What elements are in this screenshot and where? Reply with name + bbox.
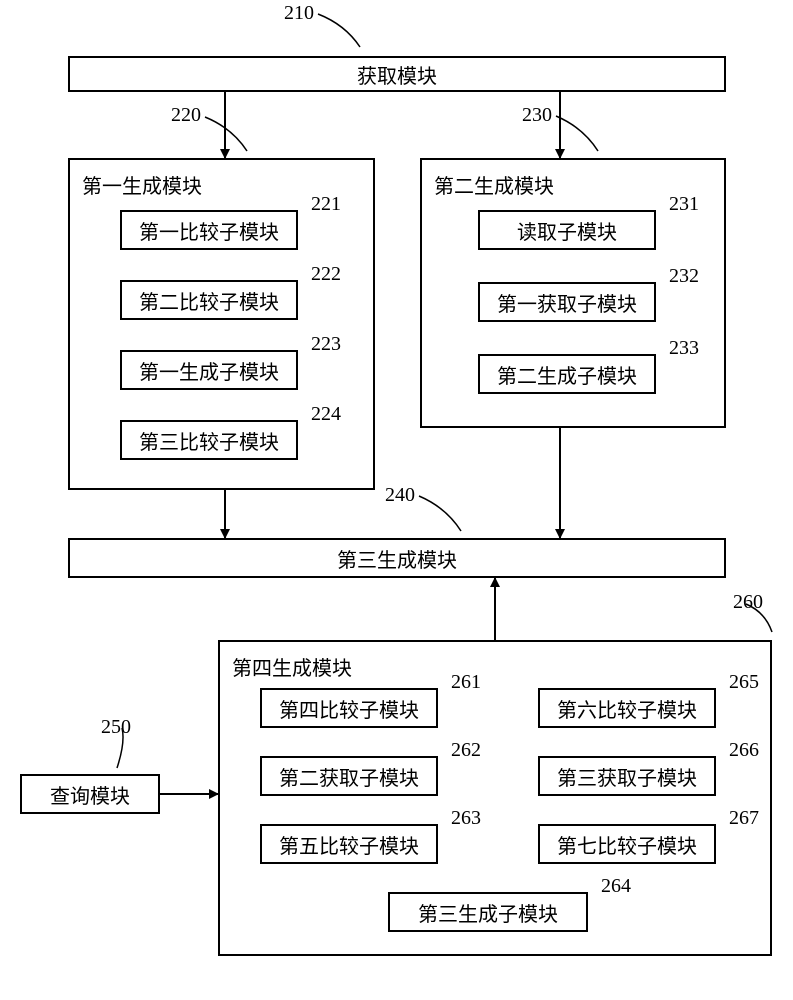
container-title: 第四生成模块: [232, 652, 352, 681]
acquire-module: 获取模块: [68, 56, 726, 92]
third-gen-sub: 第三生成子模块: [388, 892, 588, 932]
second-gen-sub: 第二生成子模块: [478, 354, 656, 394]
ref-number: 264: [601, 875, 631, 898]
label: 第三比较子模块: [139, 426, 279, 455]
label: 第五比较子模块: [279, 830, 419, 859]
ref-number: 261: [451, 671, 481, 694]
ref-number: 231: [669, 193, 699, 216]
container-title: 第二生成模块: [434, 170, 554, 199]
sixth-compare-sub: 第六比较子模块: [538, 688, 716, 728]
ref-number: 266: [729, 739, 759, 762]
ref-number: 230: [522, 104, 552, 127]
ref-number: 223: [311, 333, 341, 356]
third-compare-sub: 第三比较子模块: [120, 420, 298, 460]
label: 第三获取子模块: [557, 762, 697, 791]
ref-number: 224: [311, 403, 341, 426]
label: 读取子模块: [517, 216, 617, 245]
container-title: 第一生成模块: [82, 170, 202, 199]
ref-number: 232: [669, 265, 699, 288]
label: 第四比较子模块: [279, 694, 419, 723]
label: 查询模块: [50, 780, 130, 809]
label: 第一生成子模块: [139, 356, 279, 385]
label: 第三生成子模块: [418, 898, 558, 927]
ref-number: 267: [729, 807, 759, 830]
fifth-compare-sub: 第五比较子模块: [260, 824, 438, 864]
ref-number: 260: [733, 591, 763, 614]
third-gen-module: 第三生成模块: [68, 538, 726, 578]
label: 获取模块: [357, 60, 437, 89]
fourth-compare-sub: 第四比较子模块: [260, 688, 438, 728]
first-acquire-sub: 第一获取子模块: [478, 282, 656, 322]
label: 第七比较子模块: [557, 830, 697, 859]
first-compare-sub: 第一比较子模块: [120, 210, 298, 250]
label: 第三生成模块: [337, 544, 457, 573]
query-module: 查询模块: [20, 774, 160, 814]
first-gen-sub: 第一生成子模块: [120, 350, 298, 390]
ref-number: 220: [171, 104, 201, 127]
label: 第二生成子模块: [497, 360, 637, 389]
label: 第一获取子模块: [497, 288, 637, 317]
label: 第六比较子模块: [557, 694, 697, 723]
second-compare-sub: 第二比较子模块: [120, 280, 298, 320]
ref-number: 233: [669, 337, 699, 360]
ref-number: 250: [101, 716, 131, 739]
second-acquire-sub: 第二获取子模块: [260, 756, 438, 796]
ref-number: 240: [385, 484, 415, 507]
label: 第二获取子模块: [279, 762, 419, 791]
ref-number: 221: [311, 193, 341, 216]
ref-number: 263: [451, 807, 481, 830]
read-sub: 读取子模块: [478, 210, 656, 250]
ref-number: 265: [729, 671, 759, 694]
ref-number: 210: [284, 2, 314, 25]
label: 第一比较子模块: [139, 216, 279, 245]
seventh-compare-sub: 第七比较子模块: [538, 824, 716, 864]
ref-number: 222: [311, 263, 341, 286]
label: 第二比较子模块: [139, 286, 279, 315]
third-acquire-sub: 第三获取子模块: [538, 756, 716, 796]
ref-number: 262: [451, 739, 481, 762]
